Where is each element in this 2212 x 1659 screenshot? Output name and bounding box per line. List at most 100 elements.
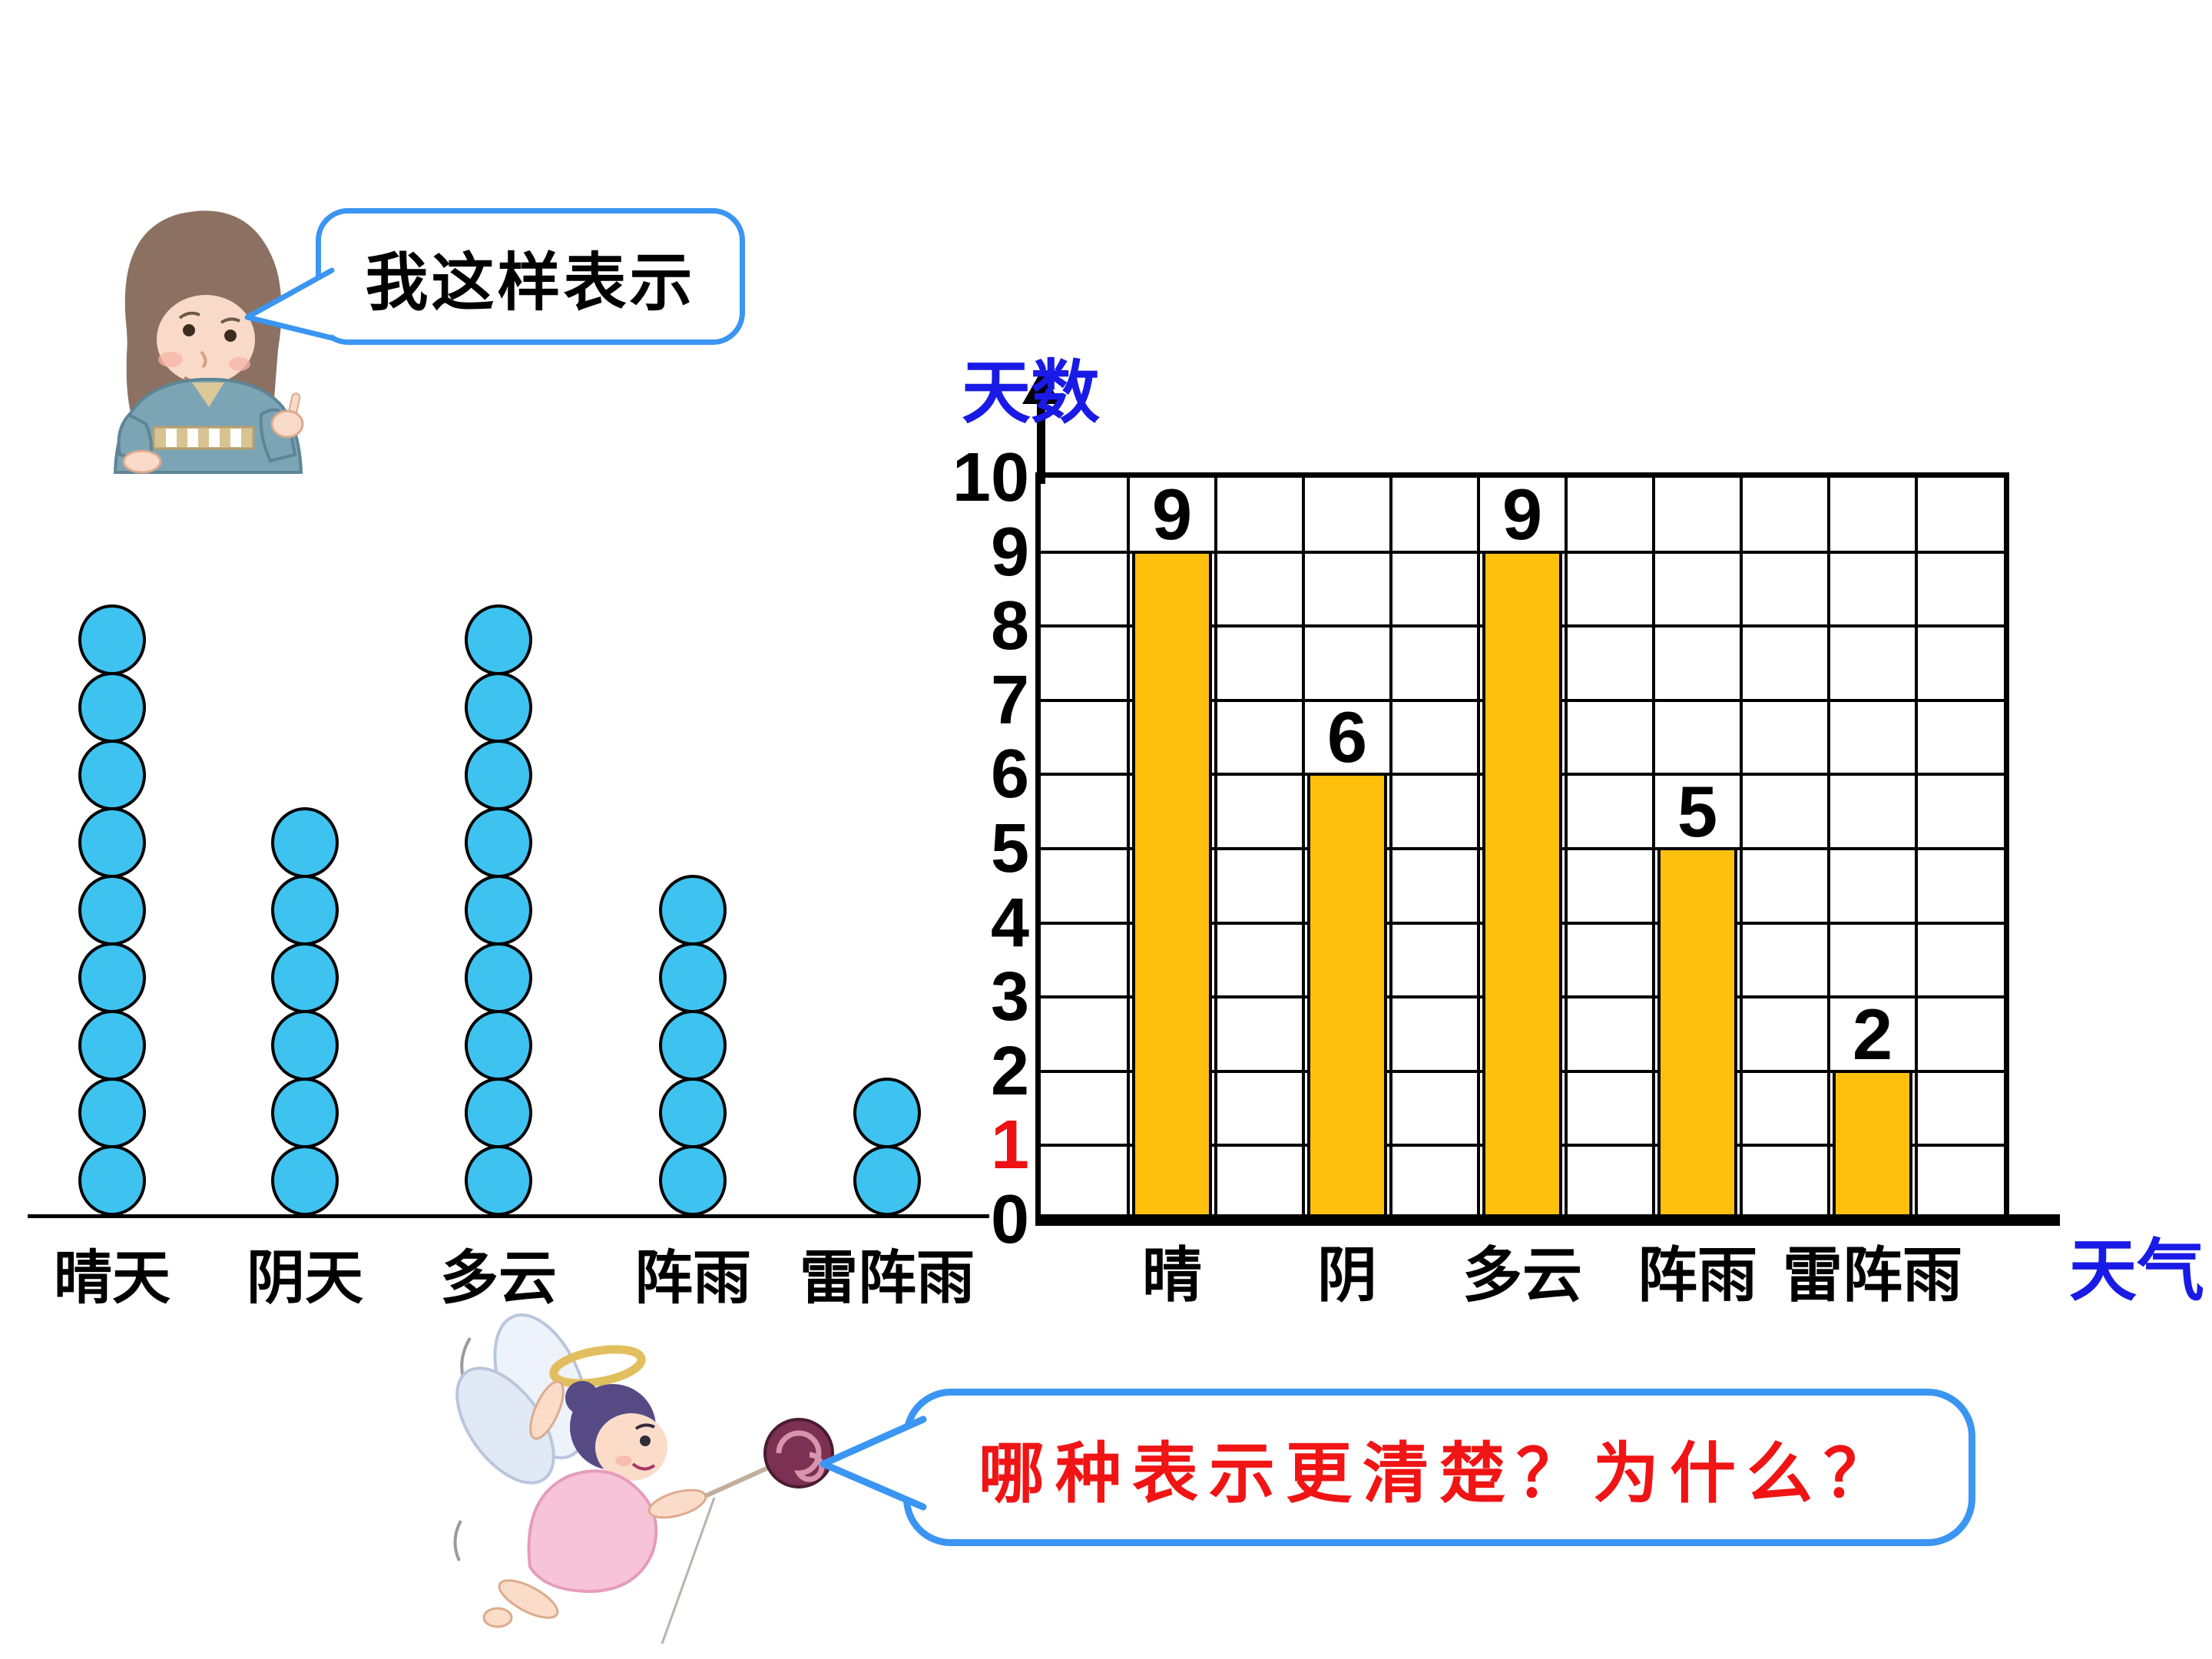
y-tick-label: 0: [990, 1181, 1029, 1258]
pictograph-column-雷阵雨: [853, 1078, 921, 1216]
pictograph-baseline: [28, 1214, 989, 1218]
pictograph-symbol: [78, 1010, 146, 1081]
pictograph-symbol: [78, 1078, 146, 1148]
pictograph-category-label: 晴天: [54, 1246, 171, 1311]
y-tick-label: 10: [952, 439, 1029, 516]
wand-stick: [661, 1497, 716, 1644]
girl-speech-text: 我这样表示: [365, 247, 696, 318]
pictograph-column-阵雨: [659, 875, 727, 1216]
fairy-speech-text: 哪种表示更清楚？为什么？: [979, 1437, 1900, 1511]
gridline-horizontal: [1041, 847, 2004, 850]
pictograph-column-多云: [465, 604, 532, 1216]
pictograph-symbol: [465, 875, 532, 945]
pictograph-symbol: [853, 1078, 921, 1148]
x-category-label: 雷阵雨: [1782, 1241, 1963, 1309]
x-category-label: 阴: [1316, 1241, 1378, 1309]
bar-value-label: 2: [1852, 993, 1893, 1075]
y-tick-label: 8: [990, 588, 1029, 665]
gridline-horizontal: [1041, 624, 2004, 628]
pictograph-category-label: 阴天: [247, 1246, 363, 1311]
bar-阵雨: [1657, 847, 1737, 1220]
pictograph-symbol: [465, 604, 532, 675]
pictograph-symbol: [271, 1078, 339, 1148]
bar-阴: [1307, 773, 1387, 1220]
y-axis-title: 天数: [962, 355, 1100, 432]
gridline-horizontal: [1041, 1144, 2004, 1147]
pictograph-symbol: [465, 672, 532, 743]
pictograph-symbol: [659, 875, 727, 945]
pictograph-symbol: [659, 1010, 727, 1081]
gridline-vertical: [1477, 478, 1480, 1220]
pictograph-symbol: [659, 942, 727, 1013]
y-tick-label: 9: [990, 513, 1029, 591]
wand-swirl-icon: [763, 1418, 834, 1488]
pictograph-symbol: [659, 1078, 727, 1148]
pictograph-symbol: [271, 942, 339, 1013]
pictograph-column-晴天: [78, 604, 146, 1216]
bar-value-label: 6: [1326, 697, 1368, 778]
bar-value-label: 5: [1677, 770, 1718, 852]
gridline-vertical: [1915, 478, 1918, 1220]
pictograph-symbol: [271, 875, 339, 945]
pictograph-symbol: [78, 875, 146, 945]
pictograph-symbol: [78, 604, 146, 675]
gridline-horizontal: [1041, 698, 2004, 702]
gridline-horizontal: [1041, 773, 2004, 777]
gridline-horizontal: [1041, 550, 2004, 554]
fairy-speech-bubble: 哪种表示更清楚？为什么？: [903, 1389, 1975, 1546]
y-tick-label: 1: [990, 1107, 1029, 1184]
pictograph-category-label: 多云: [440, 1246, 557, 1311]
bar-value-label: 9: [1151, 474, 1193, 555]
pictograph-category-label: 雷阵雨: [800, 1246, 975, 1311]
bar-晴: [1132, 550, 1212, 1220]
pictograph-symbol: [465, 942, 532, 1013]
gridline-horizontal: [1041, 995, 2004, 999]
pictograph-symbol: [271, 1145, 339, 1216]
girl-illustration: [113, 210, 304, 474]
x-category-label: 晴: [1141, 1241, 1203, 1309]
girl-speech-bubble: 我这样表示: [316, 208, 745, 345]
y-tick-label: 3: [990, 959, 1029, 1036]
x-axis-line: [1035, 1214, 2060, 1226]
x-axis-title: 天气: [2069, 1233, 2205, 1309]
gridline-vertical: [1565, 478, 1568, 1220]
pictograph-symbol: [271, 1010, 339, 1081]
pictograph-symbol: [465, 1078, 532, 1148]
pictograph-symbol: [465, 740, 532, 810]
gridline-vertical: [1302, 478, 1305, 1220]
pictograph-symbol: [465, 807, 532, 878]
pictograph-symbol: [271, 807, 339, 878]
x-category-label: 阵雨: [1637, 1241, 1758, 1309]
gridline-vertical: [1652, 478, 1655, 1220]
pictograph-symbol: [78, 672, 146, 743]
gridline-vertical: [1740, 478, 1743, 1220]
gridline-horizontal: [1041, 921, 2004, 925]
pictograph-symbol: [78, 807, 146, 878]
bar-chart-grid: 9 6 9 5 2: [1035, 472, 2009, 1225]
x-category-label: 多云: [1462, 1241, 1583, 1309]
pictograph-symbol: [465, 1010, 532, 1081]
y-tick-label: 2: [990, 1032, 1029, 1110]
bar-雷阵雨: [1833, 1069, 1912, 1220]
bar-多云: [1482, 550, 1562, 1220]
y-tick-label: 4: [990, 884, 1029, 962]
pictograph-column-阴天: [271, 807, 339, 1216]
y-tick-label: 5: [990, 810, 1029, 887]
y-axis-arrow-shaft: [1037, 399, 1045, 484]
fairy-illustration: [453, 1313, 834, 1644]
gridline-vertical: [1214, 478, 1217, 1220]
gridline-horizontal: [1041, 1069, 2004, 1073]
pictograph-symbol: [853, 1145, 921, 1216]
pictograph-symbol: [78, 942, 146, 1013]
gridline-vertical: [1127, 478, 1130, 1220]
gridline-vertical: [1827, 478, 1830, 1220]
gridline-vertical: [1389, 478, 1392, 1220]
y-tick-label: 7: [990, 661, 1029, 739]
pictograph-symbol: [465, 1145, 532, 1216]
pictograph-symbol: [659, 1145, 727, 1216]
y-axis-arrow-head: [1022, 370, 1061, 404]
pictograph-symbol: [78, 1145, 146, 1216]
wand-stick: [704, 1459, 785, 1498]
y-tick-label: 6: [990, 736, 1029, 813]
